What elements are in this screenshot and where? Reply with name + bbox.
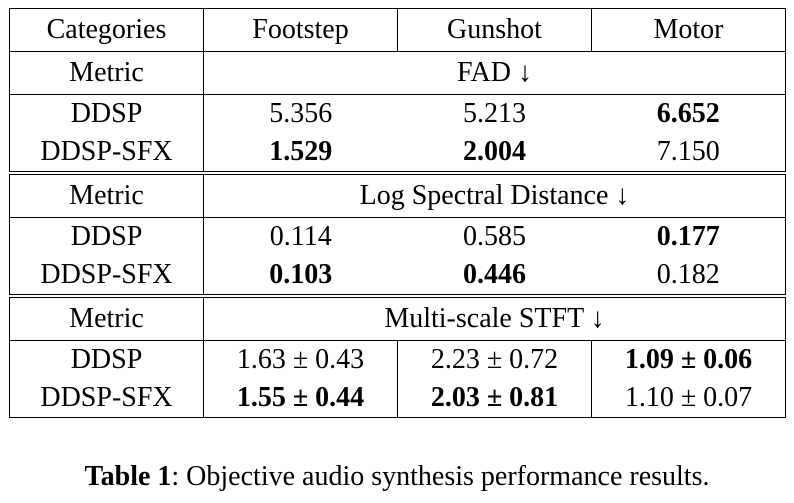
value-cell: 1.09 ± 0.06: [591, 340, 786, 379]
header-footstep: Footstep: [203, 8, 398, 52]
value-cell: 1.529: [269, 136, 333, 167]
metric-row: Metric FAD ↓: [9, 51, 786, 95]
metric-name: Multi-scale STFT ↓: [203, 294, 786, 341]
method-cell: DDSP-SFX: [9, 133, 204, 173]
metric-label: Metric: [9, 51, 204, 95]
caption-label: Table 1: [84, 461, 172, 492]
metric-label: Metric: [9, 294, 204, 341]
table-row: DDSP 1.63 ± 0.43 2.23 ± 0.72 1.09 ± 0.06: [9, 340, 786, 379]
table-row: DDSP-SFX 1.529 2.004 7.150: [9, 133, 786, 173]
method-cell: DDSP: [9, 340, 204, 379]
table-row: DDSP-SFX 0.103 0.446 0.182: [9, 256, 786, 296]
metric-row: Metric Log Spectral Distance ↓: [9, 171, 786, 218]
metric-row: Metric Multi-scale STFT ↓: [9, 294, 786, 341]
value-cell: 0.446: [463, 259, 526, 290]
results-table: Categories Footstep Gunshot Motor Metric…: [9, 8, 786, 418]
value-cell: 1.55 ± 0.44: [203, 379, 398, 418]
value-cell: 0.103: [269, 259, 333, 290]
header-gunshot: Gunshot: [397, 8, 592, 52]
metric-name: Log Spectral Distance ↓: [203, 171, 786, 218]
method-cell: DDSP: [9, 217, 204, 256]
header-categories: Categories: [9, 8, 204, 52]
value-cell: 2.03 ± 0.81: [397, 379, 592, 418]
value-cell: 7.150: [591, 133, 786, 173]
header-row: Categories Footstep Gunshot Motor: [9, 8, 786, 52]
table-row: DDSP 5.356 5.213 6.652: [9, 94, 786, 133]
value-cell: 0.114: [269, 221, 332, 252]
value-cell: 1.10 ± 0.07: [591, 379, 786, 418]
value-cell: 0.585: [463, 221, 526, 252]
method-cell: DDSP: [9, 94, 204, 133]
value-cell: 5.356: [269, 98, 333, 129]
table-row: DDSP-SFX 1.55 ± 0.44 2.03 ± 0.81 1.10 ± …: [9, 379, 786, 418]
method-cell: DDSP-SFX: [9, 379, 204, 418]
table-caption: Table 1: Objective audio synthesis perfo…: [0, 460, 794, 494]
method-cell: DDSP-SFX: [9, 256, 204, 296]
value-cell: 0.177: [591, 217, 786, 256]
metric-name: FAD ↓: [203, 51, 786, 95]
value-cell: 2.004: [463, 136, 526, 167]
value-cell: 6.652: [591, 94, 786, 133]
value-cell: 2.23 ± 0.72: [397, 340, 592, 379]
table-row: DDSP 0.114 0.585 0.177: [9, 217, 786, 256]
metric-label: Metric: [9, 171, 204, 218]
header-motor: Motor: [591, 8, 786, 52]
value-cell: 1.63 ± 0.43: [203, 340, 398, 379]
value-cell: 0.182: [591, 256, 786, 296]
caption-text: : Objective audio synthesis performance …: [171, 461, 710, 492]
value-cell: 5.213: [463, 98, 526, 129]
